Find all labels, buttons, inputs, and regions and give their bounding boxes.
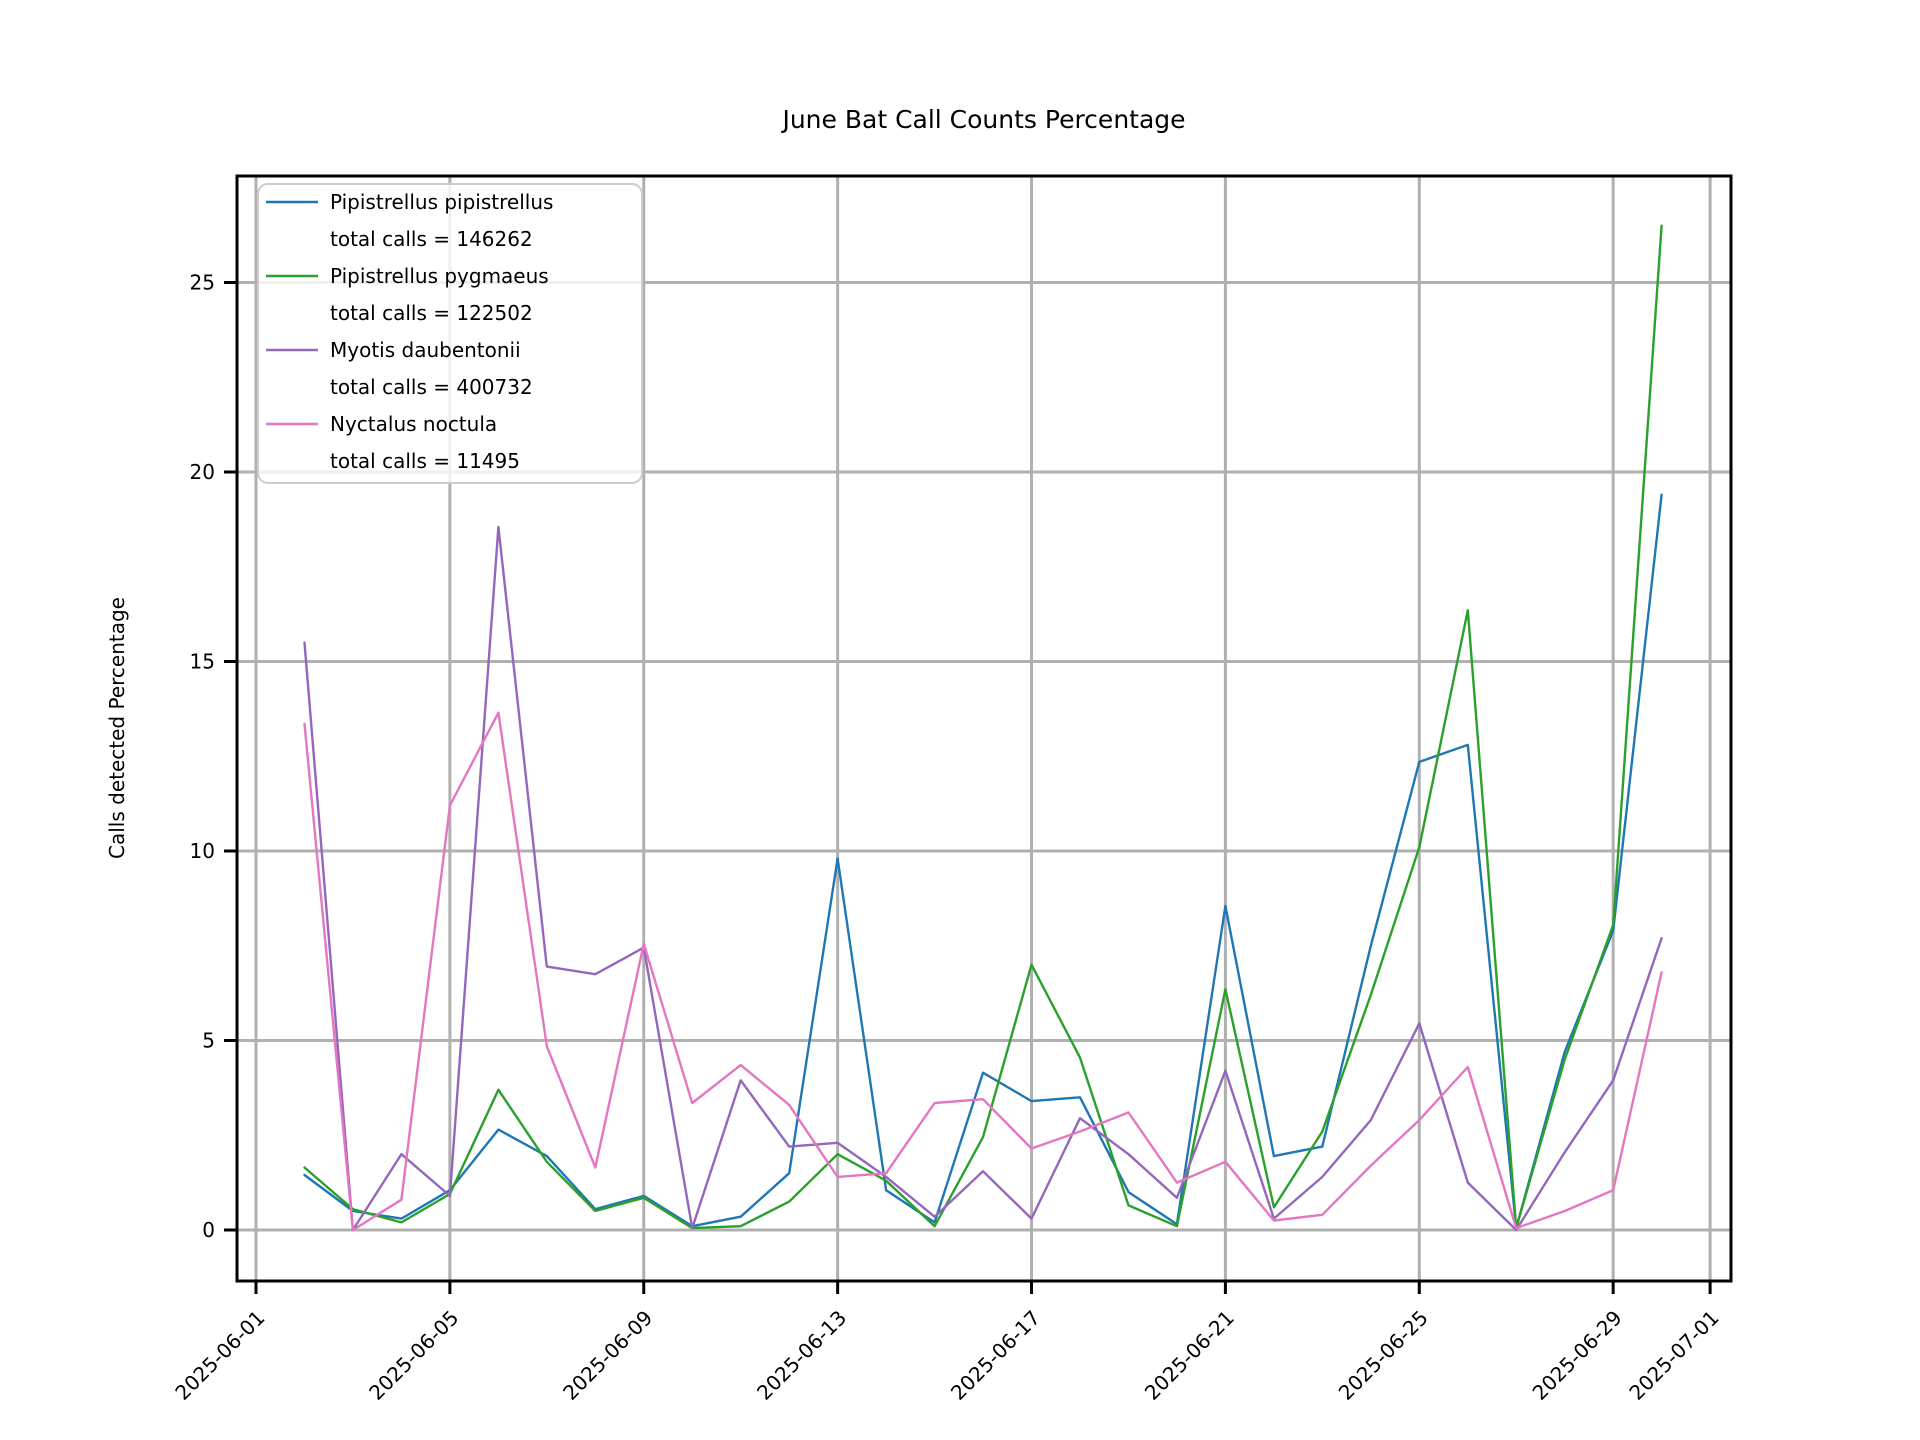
x-tick-label: 2025-06-01 (170, 1306, 269, 1405)
x-tick-label: 2025-06-05 (364, 1306, 463, 1405)
legend-entry-name: Myotis daubentonii (330, 338, 521, 362)
y-tick-label: 0 (202, 1218, 215, 1242)
legend: Pipistrellus pipistrellus total calls = 1… (257, 183, 643, 484)
x-tick-label: 2025-07-01 (1624, 1306, 1723, 1405)
x-tick-label: 2025-06-29 (1528, 1306, 1627, 1405)
y-axis-label: Calls detected Percentage (105, 597, 129, 859)
legend-entry-total-calls: total calls = 11495 (330, 449, 520, 473)
legend-entry-name: Pipistrellus pipistrellus (330, 190, 553, 214)
series-lines (303, 224, 1663, 1232)
series-line-nyctalus-noctula (303, 711, 1663, 1232)
legend-entry-total-calls: total calls = 400732 (330, 375, 533, 399)
grid-lines (237, 176, 1731, 1281)
x-tick-label: 2025-06-09 (558, 1306, 657, 1405)
x-tick-label: 2025-06-25 (1334, 1306, 1433, 1405)
legend-entry-total-calls: total calls = 122502 (330, 301, 533, 325)
legend-entry-name: Nyctalus noctula (330, 412, 497, 436)
series-line-myotis-daubentonii (303, 525, 1663, 1232)
chart-title: June Bat Call Counts Percentage (780, 105, 1185, 134)
legend-box (257, 183, 643, 484)
series-line-pipistrellus-pygmaeus (303, 224, 1663, 1230)
y-tick-label: 15 (190, 650, 215, 674)
x-tick-label: 2025-06-17 (946, 1306, 1045, 1405)
x-tick-label: 2025-06-21 (1140, 1306, 1239, 1405)
y-tick-label: 10 (190, 839, 215, 863)
legend-entry-total-calls: total calls = 146262 (330, 227, 533, 251)
axes-spines (235, 174, 1733, 1283)
y-tick-label: 25 (190, 271, 215, 295)
x-tick-label: 2025-06-13 (752, 1306, 851, 1405)
legend-entry-name: Pipistrellus pygmaeus (330, 264, 549, 288)
axes-frame (235, 174, 1733, 1283)
y-tick-label: 20 (190, 460, 215, 484)
y-tick-label: 5 (202, 1029, 215, 1053)
series-line-pipistrellus-pipistrellus (303, 493, 1663, 1230)
